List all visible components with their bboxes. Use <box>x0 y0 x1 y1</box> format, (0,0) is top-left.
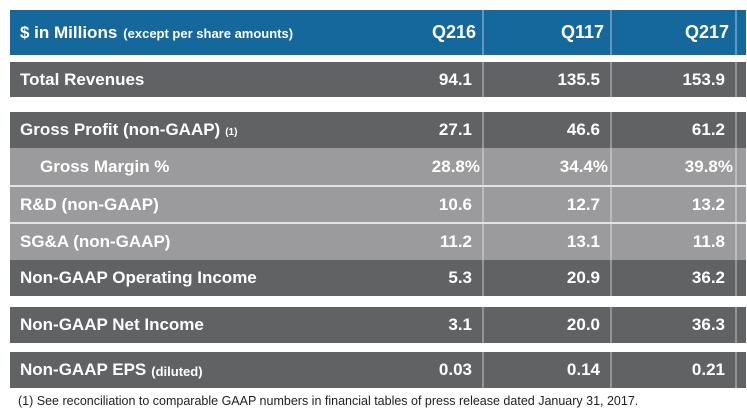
row-label-text: Non-GAAP EPS <box>20 360 147 379</box>
table-row-sga: SG&A (non-GAAP) 11.2 13.1 11.8 <box>10 222 746 260</box>
value-q217: 36.3 <box>612 307 737 343</box>
row-edge-spacer <box>737 224 746 260</box>
value-q117: 12.7 <box>484 187 612 222</box>
value-q117: 34.4% <box>484 148 612 185</box>
value-q217: 61.2 <box>612 112 737 148</box>
column-header-q217: Q217 <box>612 10 737 55</box>
row-edge-spacer <box>737 260 746 296</box>
value-q217: 36.2 <box>612 260 737 296</box>
value-q216: 0.03 <box>356 352 484 388</box>
value-q117: 46.6 <box>484 112 612 148</box>
value-q217: 13.2 <box>612 187 737 222</box>
value-q117: 13.1 <box>484 224 612 260</box>
table-row-total-revenues: Total Revenues 94.1 135.5 153.9 <box>10 62 746 97</box>
value-q216: 27.1 <box>356 112 484 148</box>
value-q217: 0.21 <box>612 352 737 388</box>
column-header-q117: Q117 <box>484 10 612 55</box>
row-label: Gross Profit (non-GAAP) (1) <box>10 112 356 148</box>
row-label-text: SG&A (non-GAAP) <box>20 232 171 251</box>
table-title-cell: $ in Millions (except per share amounts) <box>10 10 356 55</box>
diluted-note: (diluted) <box>151 363 203 379</box>
row-label-text: Non-GAAP Net Income <box>20 315 204 334</box>
table-footnote: (1) See reconciliation to comparable GAA… <box>18 394 639 408</box>
table-row-gross-margin: Gross Margin % 28.8% 34.4% 39.8% <box>10 148 746 185</box>
row-edge-spacer <box>737 112 746 148</box>
value-q117: 135.5 <box>484 62 612 97</box>
row-edge-spacer <box>737 148 746 185</box>
row-label-text: Gross Profit (non-GAAP) <box>20 120 221 139</box>
row-edge-spacer <box>737 352 746 388</box>
row-label: Non-GAAP Operating Income <box>10 260 356 296</box>
row-label-text: Non-GAAP Operating Income <box>20 268 257 287</box>
value-q216: 3.1 <box>356 307 484 343</box>
row-label-text: R&D (non-GAAP) <box>20 194 159 214</box>
value-q217: 39.8% <box>612 148 737 185</box>
table-row-eps: Non-GAAP EPS (diluted) 0.03 0.14 0.21 <box>10 352 746 388</box>
header-edge-spacer <box>737 10 746 55</box>
column-header-q216: Q216 <box>356 10 484 55</box>
row-label: R&D (non-GAAP) <box>10 187 356 222</box>
row-label: Total Revenues <box>10 62 356 97</box>
units-note: (except per share amounts) <box>123 26 294 41</box>
value-q216: 28.8% <box>356 148 484 185</box>
value-q117: 20.9 <box>484 260 612 296</box>
row-label: Non-GAAP Net Income <box>10 307 356 343</box>
row-edge-spacer <box>737 62 746 97</box>
financial-results-table: $ in Millions (except per share amounts)… <box>10 10 746 408</box>
value-q117: 20.0 <box>484 307 612 343</box>
units-label: $ in Millions <box>20 22 118 42</box>
value-q117: 0.14 <box>484 352 612 388</box>
table-header-row: $ in Millions (except per share amounts)… <box>10 10 746 55</box>
row-label-text: Total Revenues <box>20 69 145 89</box>
value-q216: 11.2 <box>356 224 484 260</box>
value-q216: 5.3 <box>356 260 484 296</box>
table-row-rd: R&D (non-GAAP) 10.6 12.7 13.2 <box>10 185 746 222</box>
row-edge-spacer <box>737 307 746 343</box>
footnote-marker: (1) <box>225 127 238 138</box>
table-row-gross-profit: Gross Profit (non-GAAP) (1) 27.1 46.6 61… <box>10 112 746 148</box>
table-row-net-income: Non-GAAP Net Income 3.1 20.0 36.3 <box>10 307 746 343</box>
table-row-operating-income: Non-GAAP Operating Income 5.3 20.9 36.2 <box>10 260 746 296</box>
row-label: Gross Margin % <box>10 148 356 185</box>
value-q217: 11.8 <box>612 224 737 260</box>
value-q216: 10.6 <box>356 187 484 222</box>
row-edge-spacer <box>737 187 746 222</box>
row-label: Non-GAAP EPS (diluted) <box>10 352 356 388</box>
row-label: SG&A (non-GAAP) <box>10 224 356 260</box>
row-label-text: Gross Margin % <box>40 156 170 176</box>
value-q216: 94.1 <box>356 62 484 97</box>
value-q217: 153.9 <box>612 62 737 97</box>
